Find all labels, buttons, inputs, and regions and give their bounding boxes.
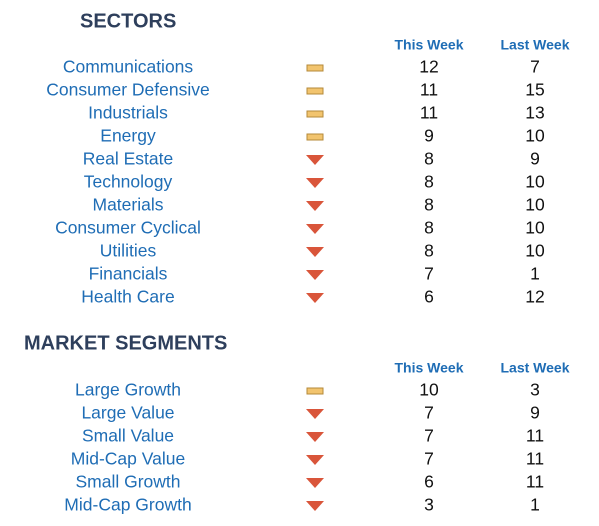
this-week-value: 9 — [424, 126, 434, 146]
this-week-value: 7 — [424, 449, 434, 469]
row-name: Technology — [84, 172, 173, 192]
row-name: Small Value — [82, 426, 174, 446]
last-week-value: 10 — [525, 195, 545, 215]
row-name: Consumer Defensive — [46, 80, 209, 100]
last-week-value: 1 — [530, 495, 540, 515]
trend-down-icon — [306, 201, 324, 211]
last-week-value: 7 — [530, 57, 540, 77]
trend-down-icon — [306, 501, 324, 511]
this-week-value: 8 — [424, 241, 434, 261]
trend-down-icon — [306, 155, 324, 165]
last-week-value: 10 — [525, 218, 545, 238]
row-name: Health Care — [81, 287, 174, 307]
column-header: This Week — [395, 37, 464, 53]
this-week-value: 7 — [424, 426, 434, 446]
row-name: Small Growth — [75, 472, 180, 492]
this-week-value: 12 — [419, 57, 438, 77]
trend-flat-icon — [306, 387, 324, 395]
this-week-value: 6 — [424, 287, 434, 307]
trend-down-icon — [306, 478, 324, 488]
row-name: Industrials — [88, 103, 168, 123]
this-week-value: 6 — [424, 472, 434, 492]
row-name: Utilities — [100, 241, 157, 261]
row-name: Large Value — [81, 403, 174, 423]
section-title: SECTORS — [80, 10, 176, 32]
last-week-value: 11 — [526, 449, 544, 469]
this-week-value: 8 — [424, 172, 434, 192]
row-name: Materials — [93, 195, 164, 215]
column-header: This Week — [395, 360, 464, 376]
column-header: Last Week — [501, 360, 570, 376]
this-week-value: 8 — [424, 218, 434, 238]
row-name: Communications — [63, 57, 194, 77]
last-week-value: 10 — [525, 126, 545, 146]
this-week-value: 11 — [420, 80, 438, 100]
last-week-value: 11 — [526, 472, 544, 492]
last-week-value: 9 — [530, 149, 540, 169]
trend-down-icon — [306, 455, 324, 465]
this-week-value: 7 — [424, 403, 434, 423]
row-name: Mid-Cap Value — [71, 449, 185, 469]
trend-down-icon — [306, 432, 324, 442]
trend-flat-icon — [306, 133, 324, 141]
row-name: Energy — [100, 126, 156, 146]
this-week-value: 8 — [424, 195, 434, 215]
this-week-value: 7 — [424, 264, 434, 284]
last-week-value: 12 — [525, 287, 544, 307]
trend-down-icon — [306, 270, 324, 280]
last-week-value: 9 — [530, 403, 540, 423]
trend-down-icon — [306, 224, 324, 234]
row-name: Mid-Cap Growth — [64, 495, 191, 515]
trend-flat-icon — [306, 110, 324, 118]
last-week-value: 10 — [525, 172, 545, 192]
row-name: Real Estate — [83, 149, 173, 169]
this-week-value: 10 — [419, 380, 439, 400]
this-week-value: 8 — [424, 149, 434, 169]
last-week-value: 11 — [526, 426, 544, 446]
trend-flat-icon — [306, 87, 324, 95]
column-header: Last Week — [501, 37, 570, 53]
trend-down-icon — [306, 293, 324, 303]
last-week-value: 3 — [530, 380, 540, 400]
section-title: MARKET SEGMENTS — [24, 332, 227, 354]
last-week-value: 1 — [530, 264, 540, 284]
trend-down-icon — [306, 247, 324, 257]
last-week-value: 15 — [525, 80, 544, 100]
row-name: Consumer Cyclical — [55, 218, 201, 238]
trend-flat-icon — [306, 64, 324, 72]
last-week-value: 13 — [525, 103, 544, 123]
trend-down-icon — [306, 178, 324, 188]
row-name: Large Growth — [75, 380, 181, 400]
trend-down-icon — [306, 409, 324, 419]
this-week-value: 3 — [424, 495, 434, 515]
row-name: Financials — [89, 264, 168, 284]
this-week-value: 11 — [420, 103, 438, 123]
last-week-value: 10 — [525, 241, 545, 261]
